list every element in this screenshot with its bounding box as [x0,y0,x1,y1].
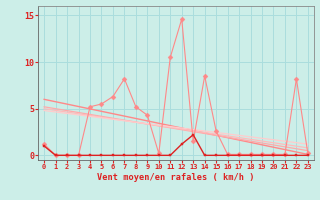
X-axis label: Vent moyen/en rafales ( km/h ): Vent moyen/en rafales ( km/h ) [97,173,255,182]
